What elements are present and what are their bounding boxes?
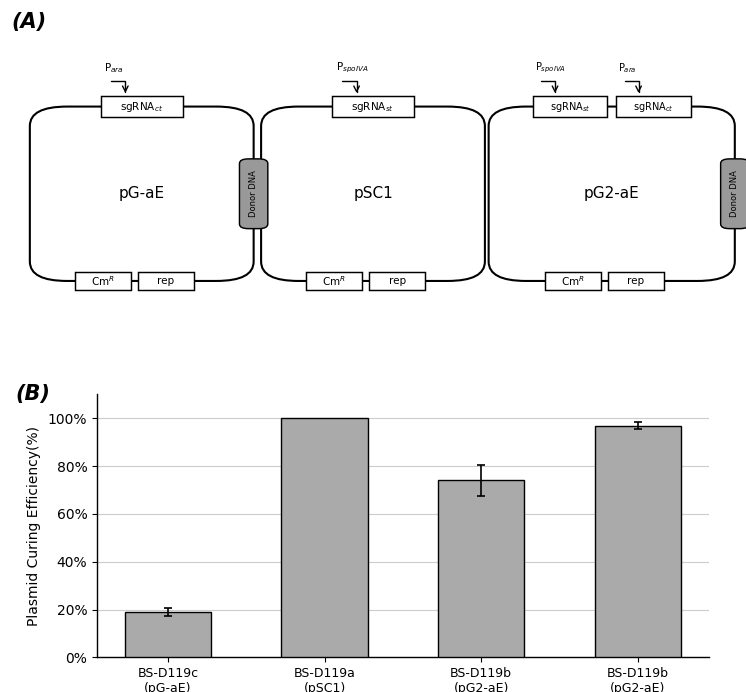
Text: sgRNA$_{st}$: sgRNA$_{st}$ — [550, 100, 590, 113]
Text: sgRNA$_{st}$: sgRNA$_{st}$ — [351, 100, 395, 113]
Text: P$_{ara}$: P$_{ara}$ — [104, 61, 124, 75]
Text: Cm$^R$: Cm$^R$ — [561, 274, 584, 288]
Text: pSC1: pSC1 — [353, 186, 393, 201]
FancyBboxPatch shape — [721, 159, 746, 228]
FancyBboxPatch shape — [332, 96, 414, 117]
Text: rep: rep — [627, 276, 645, 286]
Text: Cm$^R$: Cm$^R$ — [91, 274, 114, 288]
FancyBboxPatch shape — [306, 272, 362, 290]
Text: P$_{ara}$: P$_{ara}$ — [618, 61, 637, 75]
Bar — [125, 612, 211, 657]
FancyBboxPatch shape — [616, 96, 691, 117]
Y-axis label: Plasmid Curing Efficiency(%): Plasmid Curing Efficiency(%) — [27, 426, 41, 626]
Text: P$_{spoIVA}$: P$_{spoIVA}$ — [535, 60, 565, 75]
Text: pG-aE: pG-aE — [119, 186, 165, 201]
FancyBboxPatch shape — [545, 272, 601, 290]
Text: pG2-aE: pG2-aE — [584, 186, 639, 201]
Text: (A): (A) — [11, 12, 46, 32]
Bar — [281, 419, 368, 657]
FancyBboxPatch shape — [101, 96, 183, 117]
Text: Donor DNA: Donor DNA — [249, 170, 258, 217]
Text: P$_{spoIVA}$: P$_{spoIVA}$ — [336, 60, 369, 75]
Text: (B): (B) — [15, 384, 50, 404]
Text: sgRNA$_{ct}$: sgRNA$_{ct}$ — [633, 100, 674, 113]
FancyBboxPatch shape — [369, 272, 425, 290]
FancyBboxPatch shape — [608, 272, 664, 290]
Text: Cm$^R$: Cm$^R$ — [322, 274, 345, 288]
Bar — [438, 480, 524, 657]
FancyBboxPatch shape — [533, 96, 607, 117]
Text: Donor DNA: Donor DNA — [730, 170, 739, 217]
FancyBboxPatch shape — [239, 159, 268, 228]
Text: rep: rep — [157, 276, 175, 286]
Text: rep: rep — [389, 276, 406, 286]
FancyBboxPatch shape — [75, 272, 131, 290]
Text: sgRNA$_{ct}$: sgRNA$_{ct}$ — [120, 100, 163, 113]
FancyBboxPatch shape — [138, 272, 194, 290]
Bar — [595, 426, 681, 657]
